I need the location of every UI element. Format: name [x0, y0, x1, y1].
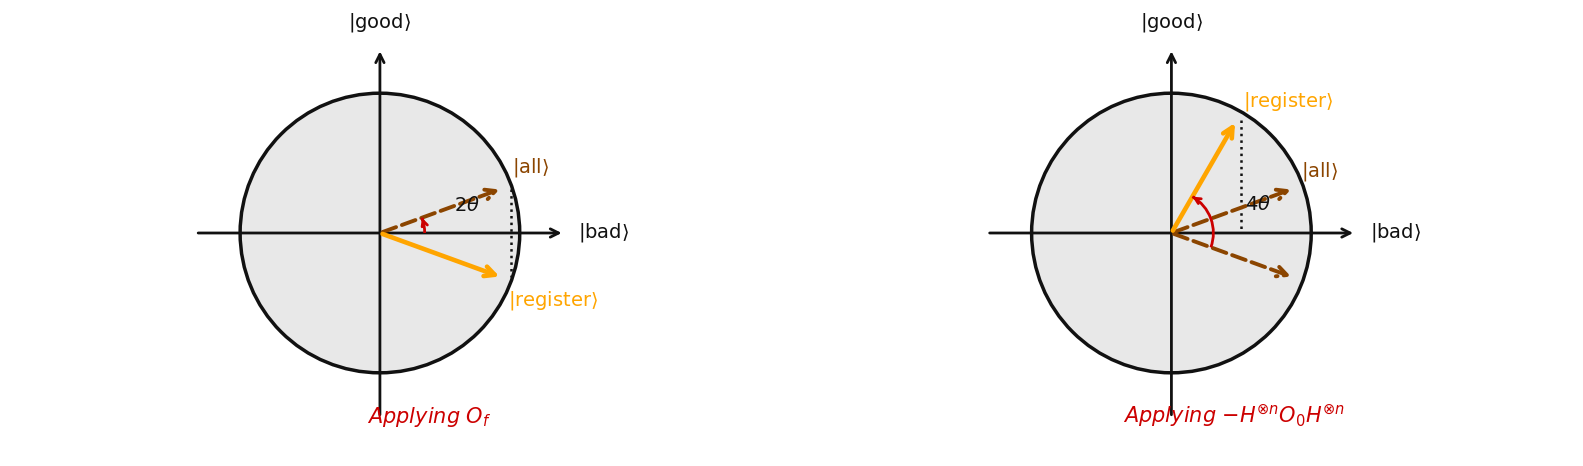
Text: $|$bad$\rangle$: $|$bad$\rangle$	[1369, 221, 1422, 245]
Text: $|$all$\rangle$: $|$all$\rangle$	[1301, 160, 1338, 183]
Text: $|$good$\rangle$: $|$good$\rangle$	[348, 12, 412, 34]
Text: $|$bad$\rangle$: $|$bad$\rangle$	[578, 221, 630, 245]
Text: Applying $O_f$: Applying $O_f$	[367, 404, 491, 429]
Text: $|$all$\rangle$: $|$all$\rangle$	[511, 156, 549, 179]
Circle shape	[1032, 93, 1311, 373]
Text: $2\theta$: $2\theta$	[454, 196, 480, 215]
Text: $|$register$\rangle$: $|$register$\rangle$	[508, 288, 598, 312]
Circle shape	[241, 93, 519, 373]
Text: $|$good$\rangle$: $|$good$\rangle$	[1140, 12, 1203, 34]
Text: Applying $-H^{\otimes n}O_0H^{\otimes n}$: Applying $-H^{\otimes n}O_0H^{\otimes n}…	[1124, 402, 1346, 429]
Text: $4\theta$: $4\theta$	[1244, 195, 1271, 214]
Text: $|$register$\rangle$: $|$register$\rangle$	[1243, 90, 1333, 113]
